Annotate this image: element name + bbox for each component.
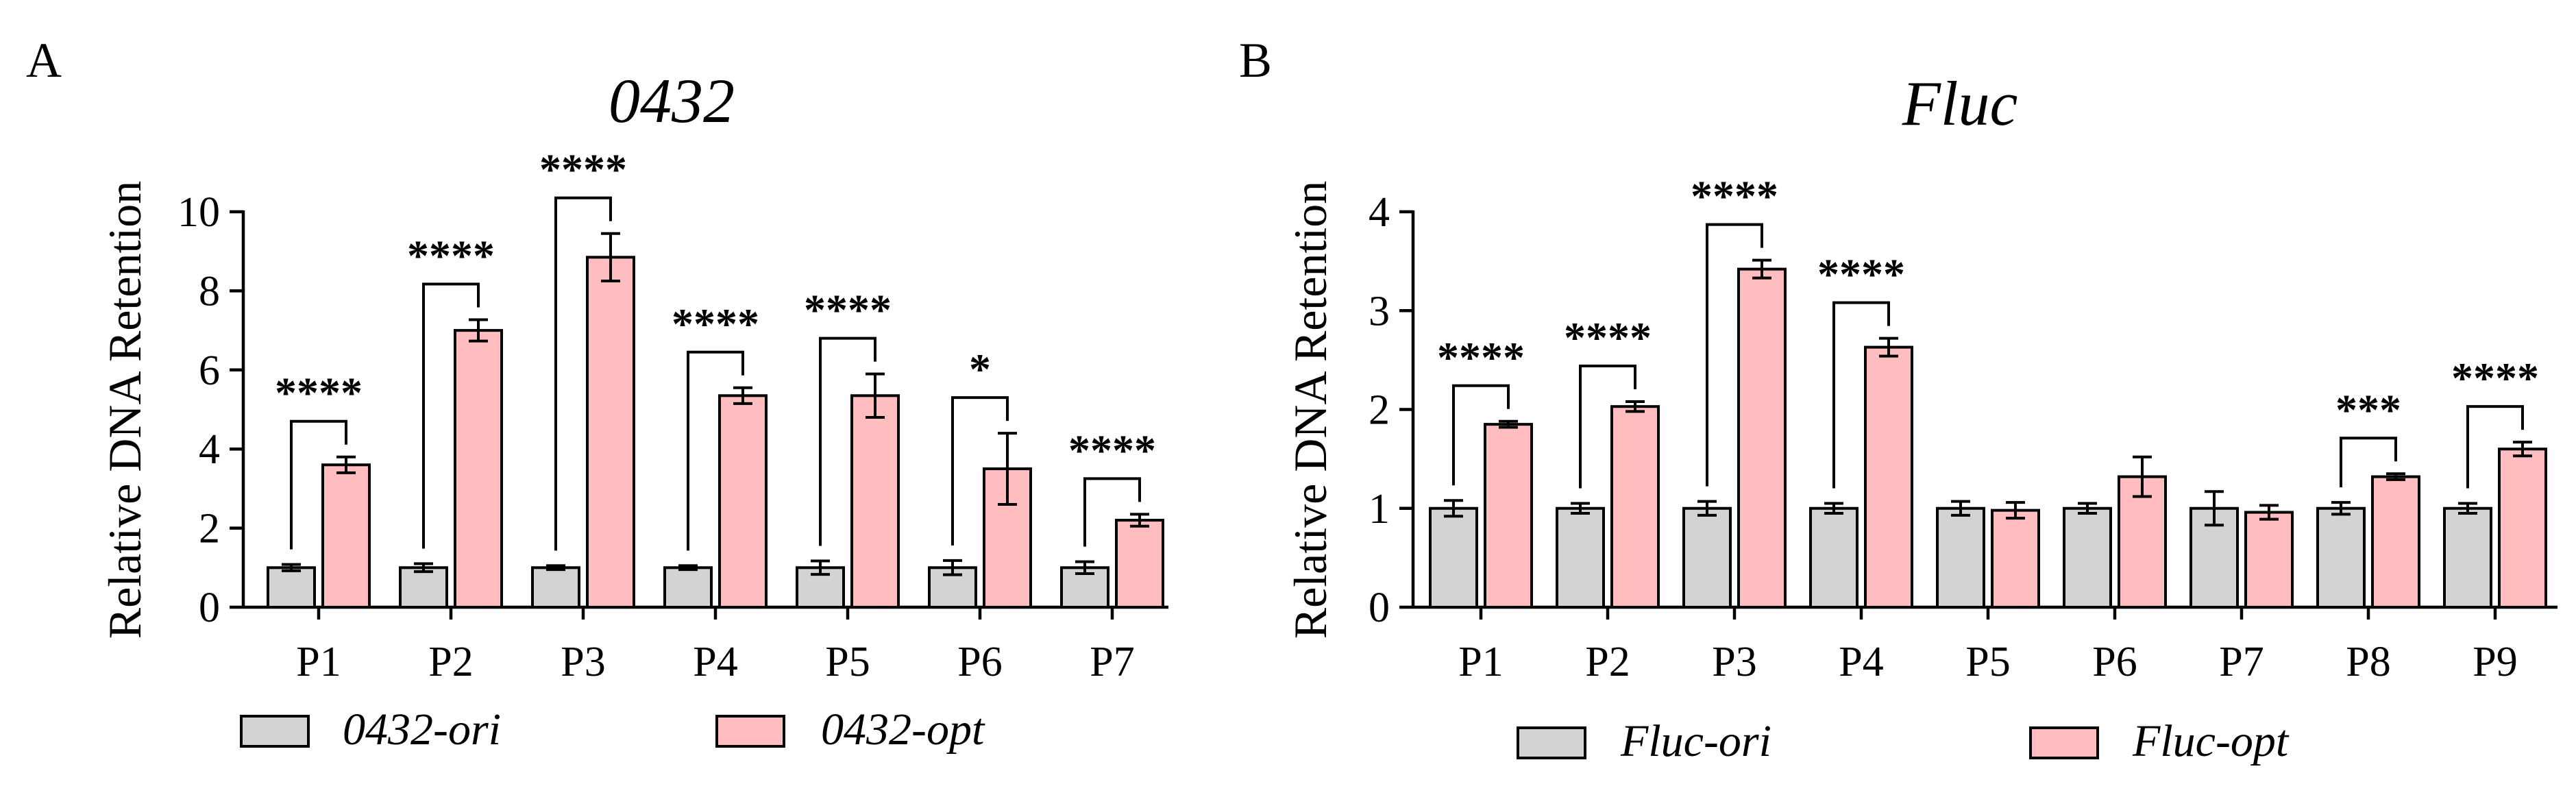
panel-label-b: B xyxy=(1239,33,1272,88)
chart-b-sig-label: **** xyxy=(1817,250,1905,299)
chart-b-xtick-label: P3 xyxy=(1712,639,1756,685)
chart-a-bar-ori xyxy=(531,566,580,609)
chart-b-sig-label: **** xyxy=(2451,354,2539,402)
plot-layer: 0246810P1****P2****P3****P4****P5****P6*… xyxy=(177,145,2557,685)
legend-b-opt-label: Fluc-opt xyxy=(2132,716,2290,766)
chart-a-bar-opt xyxy=(718,394,768,609)
chart-a-sig-bracket xyxy=(290,419,347,550)
chart-b-ytick-label: 2 xyxy=(1369,387,1390,434)
chart-a-xtick-label: P5 xyxy=(825,639,870,685)
chart-b-ytick-label: 4 xyxy=(1369,189,1390,236)
chart-a-bar-opt xyxy=(1115,519,1164,609)
chart-b-bar-ori xyxy=(2316,506,2366,609)
chart-b-bar-ori xyxy=(1556,506,1605,609)
chart-b-bar-opt xyxy=(1864,345,1913,609)
chart-b-bar-ori xyxy=(1936,506,1985,609)
chart-a-ytick-label: 6 xyxy=(199,347,220,394)
chart-b-xtick-label: P4 xyxy=(1839,639,1883,685)
chart-a-bar-opt xyxy=(586,256,635,609)
chart-a-sig-bracket xyxy=(1083,477,1141,547)
chart-a-xtick-label: P7 xyxy=(1090,639,1134,685)
chart-b-bar-ori xyxy=(1809,506,1859,609)
chart-a-sig-label: **** xyxy=(275,369,363,417)
legend-a-opt-label: 0432-opt xyxy=(821,705,985,755)
chart-b-sig-label: **** xyxy=(1691,172,1778,221)
chart-a-sig-label: **** xyxy=(539,145,627,194)
chart-b-ytick-label: 0 xyxy=(1369,585,1390,631)
chart-a-ytick-label: 0 xyxy=(199,585,220,631)
chart-b-bar-opt xyxy=(2371,475,2420,609)
chart-a-bar-ori xyxy=(399,566,448,609)
legend-b-ori-swatch xyxy=(1517,726,1586,759)
chart-a-bar-ori xyxy=(663,566,713,609)
chart-b-sig-bracket xyxy=(1452,384,1510,486)
chart-b-xtick-label: P1 xyxy=(1458,639,1503,685)
chart-b-bar-opt xyxy=(1991,509,2040,609)
chart-b-ytick-label: 3 xyxy=(1369,288,1390,334)
chart-a-sig-label: **** xyxy=(407,232,495,280)
chart-a-sig-label: **** xyxy=(1068,426,1156,474)
chart-a-xtick-label: P2 xyxy=(428,639,473,685)
chart-a-ytick-label: 8 xyxy=(199,268,220,315)
chart-a-sig-label: **** xyxy=(804,286,892,334)
chart-b-ylabel: Relative DNA Retention xyxy=(1284,181,1336,639)
chart-a-sig-bracket xyxy=(951,396,1009,546)
chart-b-xtick-label: P7 xyxy=(2219,639,2264,685)
chart-a-ytick-label: 10 xyxy=(177,189,220,236)
chart-b-sig-bracket xyxy=(1579,364,1636,489)
chart-a-ytick-label: 4 xyxy=(199,426,220,473)
chart-b-bar-opt xyxy=(1484,423,1533,609)
chart-b-ytick-label: 1 xyxy=(1369,486,1390,532)
chart-b-xtick-label: P6 xyxy=(2092,639,2137,685)
chart-a-title: 0432 xyxy=(609,66,735,136)
chart-b-bar-ori xyxy=(2063,506,2112,609)
chart-a-xtick-label: P4 xyxy=(693,639,737,685)
chart-b-bar-opt xyxy=(2118,475,2167,609)
chart-b-bar-opt xyxy=(2244,511,2294,609)
chart-a-bar-opt xyxy=(850,394,900,609)
chart-b-sig-bracket xyxy=(1706,223,1763,487)
chart-b-sig-bracket xyxy=(1832,301,1890,489)
chart-a-xtick-label: P3 xyxy=(561,639,605,685)
chart-b-sig-label: *** xyxy=(2335,385,2401,434)
chart-a-xtick-label: P6 xyxy=(957,639,1002,685)
chart-a-bar-opt xyxy=(454,329,503,609)
chart-b-sig-label: **** xyxy=(1437,333,1525,382)
chart-b-bar-opt xyxy=(1610,405,1660,609)
chart-a-xtick-label: P1 xyxy=(296,639,341,685)
legend-a-ori-swatch xyxy=(240,715,310,748)
chart-a-sig-label: **** xyxy=(672,299,759,348)
legend-a-opt-swatch xyxy=(715,715,785,748)
chart-b-xtick-label: P5 xyxy=(1965,639,2010,685)
chart-a-sig-bracket xyxy=(554,196,612,551)
chart-a-sig-bracket xyxy=(422,282,480,549)
chart-b-xtick-label: P8 xyxy=(2346,639,2390,685)
chart-b-sig-bracket xyxy=(2340,437,2397,488)
chart-b-sig-bracket xyxy=(2466,405,2524,489)
chart-a-ylabel: Relative DNA Retention xyxy=(99,181,151,639)
chart-b-title: Fluc xyxy=(1902,69,2018,138)
chart-a-sig-bracket xyxy=(687,350,744,551)
chart-b-bar-ori xyxy=(1682,506,1732,609)
chart-b-bar-opt xyxy=(2498,448,2547,609)
legend-b-opt-swatch xyxy=(2029,726,2099,759)
chart-b-bar-ori xyxy=(1429,506,1478,609)
panel-label-a: A xyxy=(26,33,62,88)
chart-a-bar-ori xyxy=(267,566,316,609)
chart-b-bar-ori xyxy=(2443,506,2492,609)
chart-a-bar-opt xyxy=(983,467,1032,609)
chart-a-sig-label: * xyxy=(969,345,991,393)
chart-b-xtick-label: P2 xyxy=(1585,639,1630,685)
chart-a-ytick-label: 2 xyxy=(199,506,220,552)
chart-a-sig-bracket xyxy=(819,336,876,546)
chart-b-xtick-label: P9 xyxy=(2473,639,2517,685)
legend-b-ori-label: Fluc-ori xyxy=(1620,716,1771,766)
chart-b-sig-label: **** xyxy=(1564,313,1652,362)
chart-b-bar-opt xyxy=(1737,267,1787,609)
chart-a-bar-opt xyxy=(321,463,371,609)
legend-a-ori-label: 0432-ori xyxy=(343,705,501,755)
